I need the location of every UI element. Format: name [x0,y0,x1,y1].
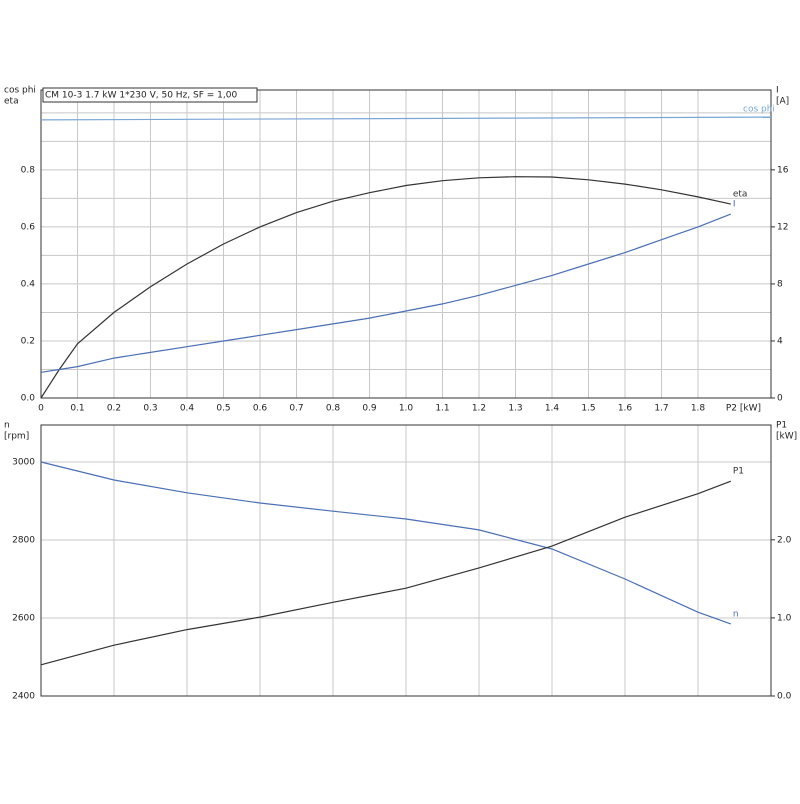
x-tick-label: 1.7 [654,404,668,414]
series-label: I [733,200,736,210]
x-tick-label: 1.8 [691,404,706,414]
y-tick-label: 2600 [12,614,35,624]
x-tick-label: 0.9 [362,404,377,414]
plot-frame [40,89,772,399]
x-tick-label: 1.1 [435,404,449,414]
y-tick-label: 0.0 [21,394,36,404]
series-line [40,213,732,373]
y-axis-label: cos phi [4,86,36,96]
x-tick-label: 0.1 [70,404,84,414]
y-tick-label: 0.2 [21,336,35,346]
y2-axis-label: I [776,86,779,96]
x-tick-label: 0.5 [216,404,230,414]
series-label: P1 [733,467,744,477]
x-tick-label: 1.0 [399,404,414,414]
series-line [40,461,732,625]
x-tick-label: 0.8 [326,404,341,414]
y-axis-label: [rpm] [4,432,29,442]
x-tick-label: 0 [38,404,44,414]
series-line [40,480,732,666]
y2-axis-label: [kW] [776,432,797,442]
series-label: eta [733,190,748,200]
y-tick-label: 0.8 [21,165,36,175]
y2-tick-label: 0.0 [777,692,792,702]
x-axis-label: P2 [kW] [726,404,761,414]
y-tick-label: 3000 [12,458,35,468]
y-tick-label: 2800 [12,536,35,546]
x-tick-label: 0.2 [107,404,121,414]
x-tick-label: 0.6 [253,404,268,414]
x-tick-label: 1.6 [618,404,633,414]
series-line [40,176,731,399]
series-label: n [733,609,739,619]
y-axis-label: eta [4,97,19,107]
x-tick-label: 1.3 [508,404,522,414]
x-tick-label: 1.5 [581,404,595,414]
x-tick-label: 1.2 [472,404,486,414]
y-tick-label: 2400 [12,692,35,702]
plot-frame [40,424,772,697]
title-box [42,87,258,103]
y2-tick-label: 2.0 [777,535,792,545]
y2-axis-label: [A] [776,97,789,107]
y2-tick-label: 12 [777,222,788,232]
x-tick-label: 0.4 [180,404,195,414]
y2-tick-label: 1.0 [777,613,792,623]
y2-tick-label: 16 [777,165,789,175]
y-tick-label: 0.6 [21,222,36,232]
series-line [40,116,772,121]
chart-title: CM 10-3 1.7 kW 1*230 V, 50 Hz, SF = 1,00 [45,91,237,101]
y2-tick-label: 8 [777,279,783,289]
y2-axis-label: P1 [776,421,787,431]
x-tick-label: 1.4 [545,404,560,414]
series-label: cos phi [743,105,775,115]
y-axis-label: n [4,421,10,431]
y2-tick-label: 0 [777,394,783,404]
x-tick-label: 0.7 [289,404,303,414]
y2-tick-label: 4 [777,336,783,346]
x-tick-label: 0.3 [143,404,157,414]
y-tick-label: 0.4 [21,279,36,289]
